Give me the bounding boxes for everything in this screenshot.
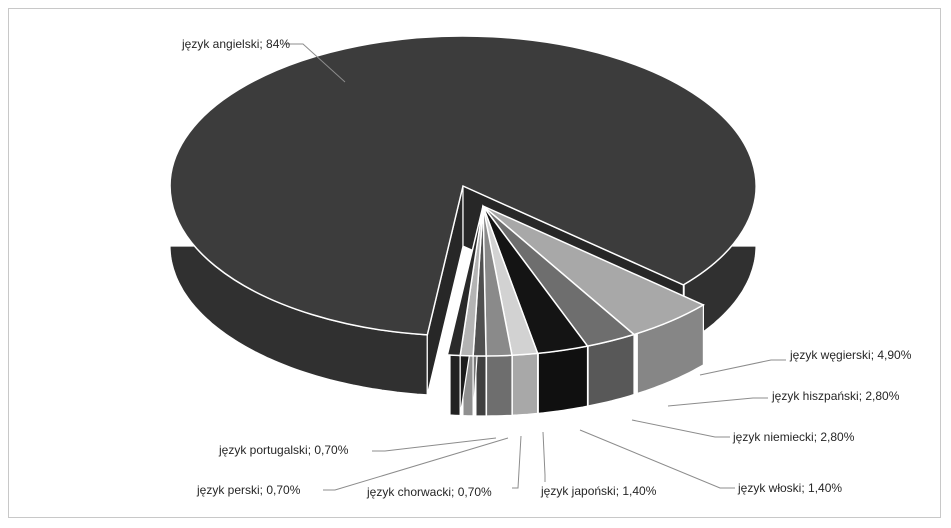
data-label-4: język niemiecki; 2,80% xyxy=(732,430,855,444)
slice-wall-4 xyxy=(511,352,539,416)
data-label-8: język perski; 0,70% xyxy=(196,483,301,497)
data-label-2: język węgierski; 4,90% xyxy=(789,348,912,362)
leader-line-1 xyxy=(285,43,346,83)
leader-line-7 xyxy=(512,435,522,489)
leader-line-6 xyxy=(542,431,546,482)
data-label-5: język włoski; 1,40% xyxy=(737,481,842,495)
data-labels: język angielski; 84% język węgierski; 4,9… xyxy=(181,37,912,499)
data-label-9: język portugalski; 0,70% xyxy=(218,443,349,457)
leader-line-9 xyxy=(372,437,497,452)
leader-line-8 xyxy=(323,437,509,491)
slice-wall-3 xyxy=(537,345,589,414)
slice-1 xyxy=(169,35,757,336)
slice-wall-6 xyxy=(475,355,487,417)
data-label-6: język japoński; 1,40% xyxy=(540,484,657,498)
slice-9 xyxy=(446,205,484,357)
data-label-1: język angielski; 84% xyxy=(181,37,290,51)
pie-top-faces xyxy=(169,35,757,357)
leader-line-4 xyxy=(631,419,730,438)
leader-line-2 xyxy=(699,359,786,376)
leader-line-5 xyxy=(579,429,735,489)
slice-wall-8 xyxy=(449,354,461,417)
slice-wall-5 xyxy=(485,354,513,417)
leader-line-3 xyxy=(667,397,768,407)
data-label-7: język chorwacki; 0,70% xyxy=(366,485,492,499)
leader-lines xyxy=(285,43,786,491)
data-label-3: język hiszpański; 2,80% xyxy=(771,389,900,403)
